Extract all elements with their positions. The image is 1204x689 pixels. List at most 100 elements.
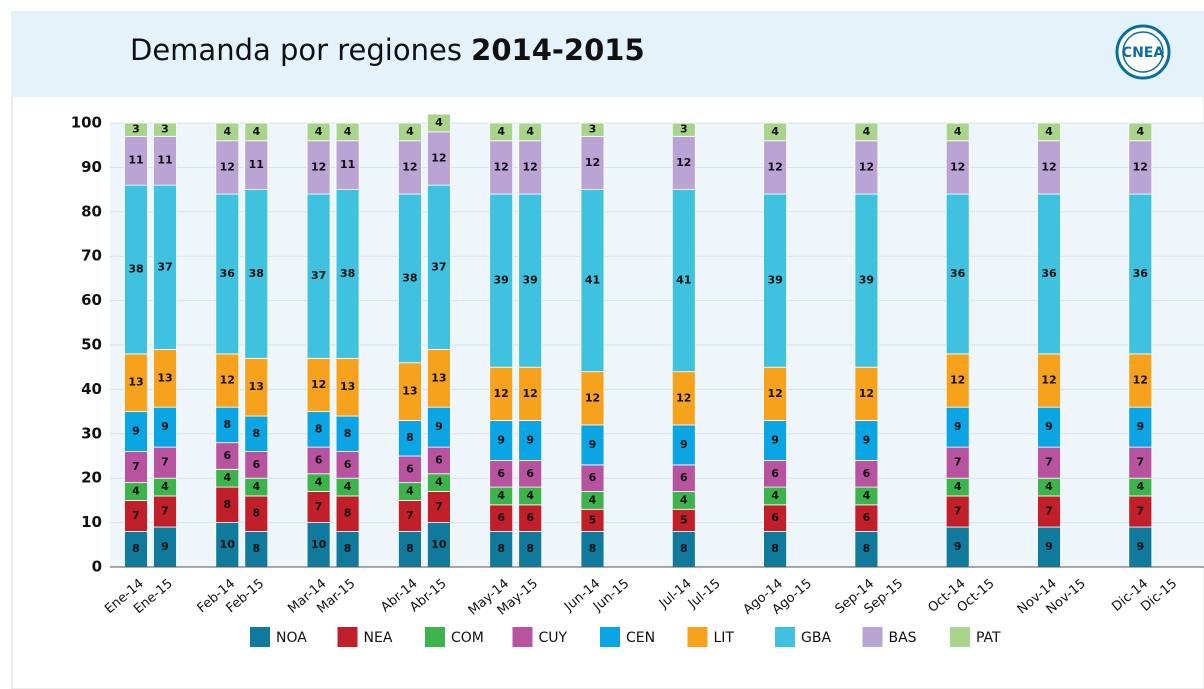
data-label: 8: [526, 542, 534, 555]
data-label: 12: [311, 378, 326, 391]
bar-segment: [335, 122, 360, 142]
data-label: 9: [589, 438, 597, 451]
data-label: 4: [771, 489, 779, 502]
data-label: 7: [1045, 505, 1053, 518]
data-label: 6: [863, 467, 871, 480]
legend-label: NEA: [364, 630, 393, 646]
data-label: 12: [523, 387, 538, 400]
data-label: 11: [128, 154, 143, 167]
legend-swatch: [862, 627, 883, 647]
data-label: 8: [223, 418, 231, 431]
data-label: 12: [1133, 160, 1148, 173]
data-label: 5: [589, 513, 597, 526]
data-label: 39: [494, 274, 509, 287]
data-label: 4: [863, 489, 871, 502]
legend-label: NOA: [276, 630, 307, 646]
bar-segment: [215, 122, 240, 142]
data-label: 10: [220, 538, 236, 551]
data-label: 4: [315, 476, 323, 489]
y-tick-label: 90: [81, 158, 102, 176]
data-label: 7: [954, 505, 962, 518]
data-label: 9: [132, 425, 140, 438]
data-label: 3: [680, 123, 688, 136]
data-label: 3: [589, 123, 597, 136]
bar-segment: [153, 122, 177, 137]
data-label: 36: [1133, 267, 1149, 280]
data-label: 6: [406, 462, 414, 475]
legend-swatch: [512, 627, 533, 647]
data-label: 7: [406, 509, 414, 522]
data-label: 38: [128, 263, 143, 276]
data-label: 12: [220, 374, 235, 387]
data-label: 6: [771, 467, 779, 480]
data-label: 12: [494, 160, 509, 173]
data-label: 9: [771, 433, 779, 446]
data-label: 4: [1136, 480, 1144, 493]
data-label: 8: [771, 542, 779, 555]
y-tick-label: 70: [81, 247, 102, 265]
data-label: 13: [402, 385, 417, 398]
y-tick-label: 20: [81, 469, 102, 487]
bar-segment: [945, 122, 970, 142]
legend-label: CUY: [539, 630, 568, 646]
legend-label: PAT: [976, 630, 1001, 646]
data-label: 12: [950, 374, 965, 387]
data-label: 12: [585, 391, 600, 404]
data-label: 6: [526, 467, 534, 480]
data-label: 4: [344, 480, 352, 493]
data-label: 4: [223, 471, 231, 484]
data-label: 8: [406, 542, 414, 555]
data-label: 12: [676, 156, 691, 169]
legend-swatch: [425, 627, 445, 647]
data-label: 6: [223, 449, 231, 462]
data-label: 10: [311, 538, 327, 551]
data-label: 13: [431, 371, 446, 384]
y-tick-label: 60: [81, 291, 102, 309]
bar-segment: [124, 122, 148, 137]
data-label: 39: [523, 274, 538, 287]
data-label: 4: [223, 125, 231, 138]
data-label: 4: [954, 480, 962, 493]
legend-swatch: [687, 627, 708, 647]
legend-swatch: [775, 627, 795, 647]
data-label: 9: [161, 420, 169, 433]
data-label: 4: [497, 489, 505, 502]
data-label: 10: [431, 538, 447, 551]
bar-segment: [426, 113, 451, 133]
data-label: 7: [315, 500, 323, 513]
data-label: 9: [954, 420, 962, 433]
data-label: 13: [340, 380, 355, 393]
data-label: 8: [863, 542, 871, 555]
data-label: 38: [340, 267, 355, 280]
data-label: 12: [494, 387, 509, 400]
data-label: 7: [132, 460, 140, 473]
data-label: 11: [157, 154, 172, 167]
data-label: 9: [1045, 420, 1053, 433]
legend-swatch: [337, 627, 358, 647]
data-label: 6: [771, 511, 779, 524]
bar-segment: [518, 122, 543, 142]
y-tick-label: 80: [81, 202, 102, 220]
data-label: 13: [157, 371, 172, 384]
data-label: 9: [1045, 540, 1053, 553]
data-label: 4: [406, 125, 414, 138]
data-label: 6: [497, 511, 505, 524]
data-label: 7: [1136, 456, 1144, 469]
data-label: 12: [402, 160, 417, 173]
data-label: 4: [252, 480, 260, 493]
data-label: 12: [859, 387, 874, 400]
bar-segment: [244, 122, 269, 142]
data-label: 4: [954, 125, 962, 138]
data-label: 8: [252, 507, 260, 520]
data-label: 4: [1045, 480, 1053, 493]
bar-segment: [397, 122, 422, 142]
data-label: 9: [863, 433, 871, 446]
data-label: 4: [406, 485, 414, 498]
data-label: 4: [1045, 125, 1053, 138]
data-label: 4: [344, 125, 352, 138]
data-label: 39: [767, 274, 782, 287]
data-label: 7: [954, 456, 962, 469]
data-label: 8: [497, 542, 505, 555]
data-label: 5: [680, 513, 688, 526]
